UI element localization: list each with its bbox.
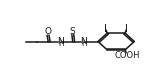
Text: H: H <box>58 39 64 48</box>
Text: I: I <box>125 24 128 34</box>
Text: H: H <box>81 39 87 48</box>
Text: N: N <box>80 37 87 46</box>
Text: COOH: COOH <box>114 51 140 61</box>
Text: S: S <box>69 27 75 36</box>
Text: I: I <box>104 24 107 34</box>
Text: O: O <box>45 27 52 36</box>
Text: N: N <box>58 37 64 46</box>
